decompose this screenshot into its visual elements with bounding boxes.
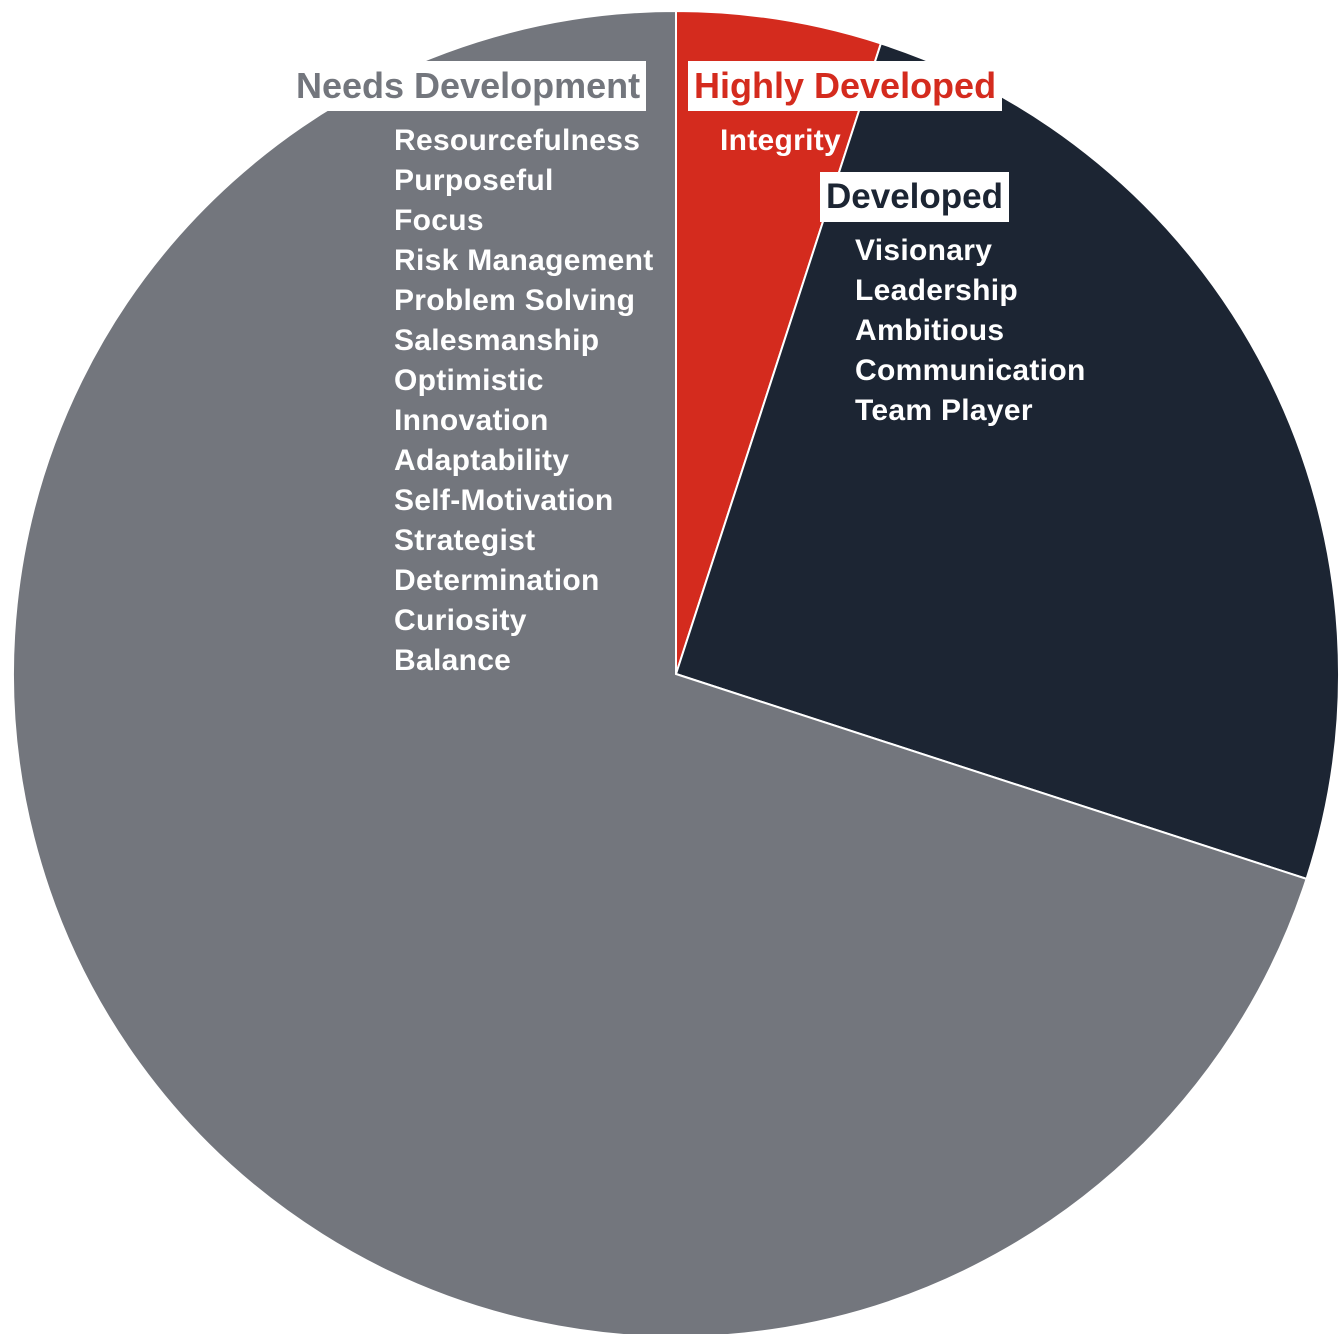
list-item: Problem Solving: [394, 284, 636, 317]
list-item: Leadership: [855, 274, 1019, 307]
list-item: Risk Management: [394, 244, 654, 277]
list-item: Adaptability: [394, 444, 570, 477]
pie-slice-needs-development: [12, 9, 1308, 1334]
list-item: Focus: [394, 204, 484, 237]
list-item: Purposeful: [394, 164, 554, 197]
list-item: Determination: [394, 564, 600, 597]
list-item: Optimistic: [394, 364, 544, 397]
list-item: Balance: [394, 644, 512, 677]
list-item: Self-Motivation: [394, 484, 614, 517]
list-item: Ambitious: [855, 314, 1005, 347]
label-highly-developed: Highly Developed: [688, 61, 1003, 111]
list-item: Team Player: [855, 394, 1033, 427]
label-needs-development: Needs Development: [290, 61, 647, 111]
list-item: Strategist: [394, 524, 536, 557]
list-item: Curiosity: [394, 604, 527, 637]
list-item: Resourcefulness: [394, 124, 641, 157]
list-item: Communication: [855, 354, 1086, 387]
list-item: Innovation: [394, 404, 549, 437]
needs-development-list: Resourcefulness Purposeful Focus Risk Ma…: [394, 121, 654, 681]
developed-list: Visionary Leadership Ambitious Communica…: [855, 231, 1086, 431]
highly-developed-list: Integrity: [720, 121, 841, 161]
list-item: Visionary: [855, 234, 993, 267]
pie-slice-developed: [674, 42, 1340, 881]
list-item: Salesmanship: [394, 324, 600, 357]
label-developed: Developed: [820, 172, 1009, 222]
list-item: Integrity: [720, 124, 842, 157]
